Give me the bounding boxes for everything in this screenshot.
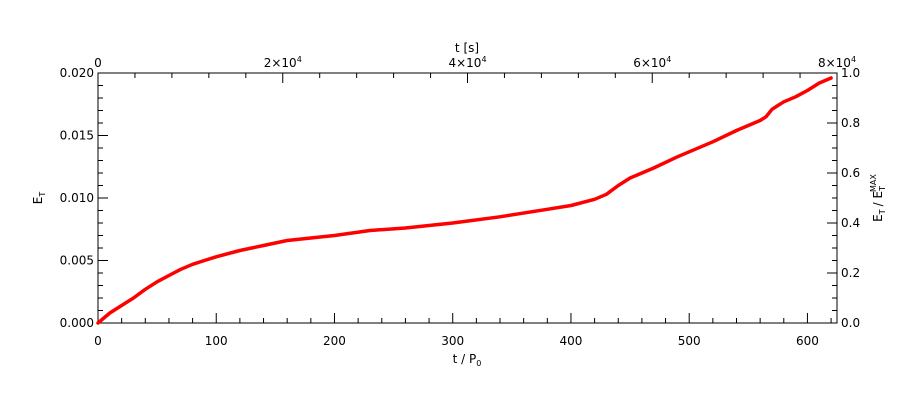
- y-tick-label: 0.000: [60, 316, 94, 330]
- x-tick-label: 500: [678, 334, 701, 348]
- top-x-tick-label: 8×104: [818, 55, 856, 70]
- right-y-axis: 0.0 0.2 0.4 0.6 0.8 1.0: [827, 66, 860, 330]
- y-tick-label: 0.015: [60, 129, 94, 143]
- top-x-tick-label: 0: [94, 56, 102, 70]
- right-y-axis-title: ET/ ETMAX: [869, 174, 887, 222]
- y-tick-label: 0.005: [60, 254, 94, 268]
- top-x-tick-label: 2×104: [264, 55, 302, 70]
- y-tick-label: 0.020: [60, 66, 94, 80]
- right-y-tick-label: 0.8: [841, 116, 860, 130]
- y-tick-label: 0.010: [60, 191, 94, 205]
- x-tick-label: 200: [323, 334, 346, 348]
- top-x-axis-title: t [s]: [455, 41, 479, 55]
- plot-frame: [97, 72, 838, 324]
- x-tick-label: 600: [796, 334, 819, 348]
- x-tick-label: 300: [441, 334, 464, 348]
- top-x-axis: 0 2×104 4×104 6×104 8×104: [94, 55, 856, 83]
- right-y-tick-label: 0.0: [841, 316, 860, 330]
- right-y-tick-label: 0.6: [841, 166, 860, 180]
- x-tick-label: 0: [94, 334, 102, 348]
- top-x-tick-label: 6×104: [633, 55, 671, 70]
- x-tick-label: 100: [205, 334, 228, 348]
- y-axis-title: ET: [31, 192, 47, 205]
- right-y-tick-label: 0.4: [841, 216, 860, 230]
- series-line: [96, 76, 833, 325]
- right-y-tick-label: 1.0: [841, 66, 860, 80]
- series-layer: [96, 76, 833, 325]
- left-y-axis: 0.000 0.005 0.010 0.015 0.020: [60, 66, 108, 330]
- top-x-tick-label: 4×104: [448, 55, 486, 70]
- x-tick-label: 400: [560, 334, 583, 348]
- bottom-x-axis: 0 100 200 300 400 500 600: [94, 313, 832, 348]
- right-y-tick-label: 0.2: [841, 266, 860, 280]
- x-axis-title: t / P0: [453, 352, 482, 368]
